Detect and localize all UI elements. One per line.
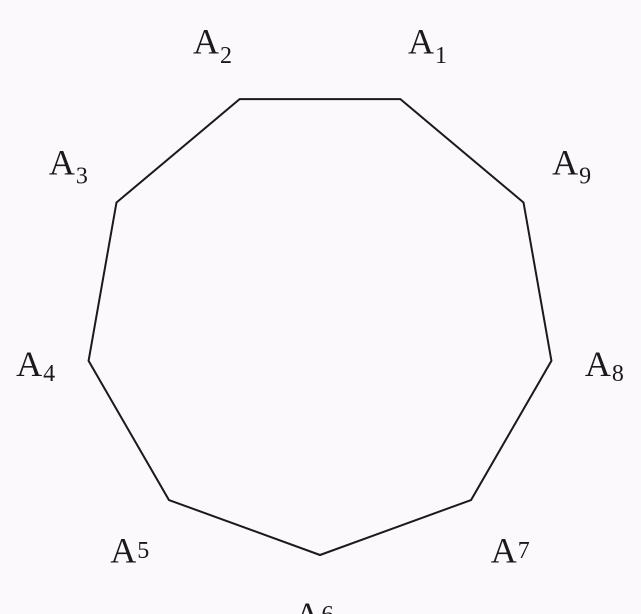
vertex-label-base: A [408, 22, 434, 62]
vertex-label-base: A [491, 531, 517, 571]
vertex-label-subscript: 8 [612, 360, 624, 386]
vertex-label-base: A [552, 143, 578, 183]
diagram-background [0, 0, 641, 614]
vertex-label-subscript: 6 [322, 602, 334, 614]
vertex-label-subscript: 9 [579, 164, 591, 190]
vertex-label-subscript: 4 [43, 360, 55, 386]
nonagon-diagram: A1A2A3A4A5A6A7A8A9 [0, 0, 641, 614]
vertex-label-subscript: 7 [518, 538, 530, 564]
vertex-label-base: A [295, 595, 321, 614]
vertex-label-subscript: 1 [435, 43, 447, 69]
vertex-label-base: A [193, 22, 219, 62]
vertex-label-subscript: 3 [76, 164, 88, 190]
vertex-label-base: A [110, 531, 136, 571]
vertex-label-base: A [16, 344, 42, 384]
vertex-label-base: A [49, 143, 75, 183]
vertex-label-subscript: 2 [220, 43, 232, 69]
vertex-label-subscript: 5 [137, 538, 149, 564]
vertex-label-base: A [585, 344, 611, 384]
